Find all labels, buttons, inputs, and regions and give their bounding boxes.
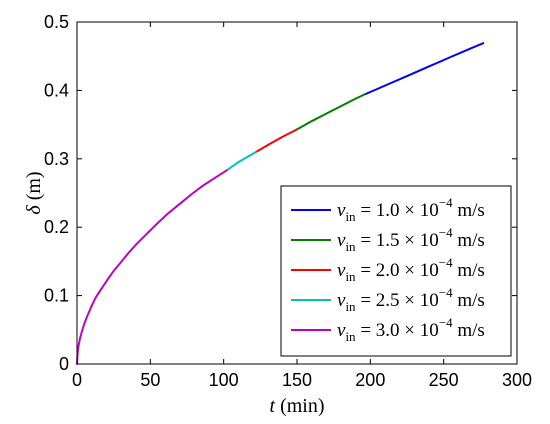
- legend-item-5: vin = 3.0 × 10−4 m/s: [291, 315, 485, 344]
- labels-layer: 0 50 100 150 200 250 300 0 0.1 0.2 0.3 0.4 0.5 t (min…: [23, 12, 532, 417]
- y-axis-label: δ (m): [23, 171, 45, 214]
- axes-layer: [76, 21, 518, 365]
- series-line-1: [363, 42, 485, 96]
- series-layer: [76, 42, 485, 365]
- legend-item-1: vin = 1.0 × 10−4 m/s: [291, 195, 485, 224]
- y-tick-label: 0.3: [44, 149, 69, 169]
- x-tick-label: 0: [72, 370, 82, 390]
- legend-label: vin = 1.0 × 10−4 m/s: [337, 195, 485, 224]
- series-line-5: [76, 169, 228, 365]
- legend-item-3: vin = 2.0 × 10−4 m/s: [291, 255, 485, 284]
- x-tick-label: 100: [209, 370, 239, 390]
- y-tick-label: 0.2: [44, 217, 69, 237]
- x-tick-label: 300: [502, 370, 532, 390]
- y-tick-label: 0.5: [44, 12, 69, 32]
- legend-item-4: vin = 2.5 × 10−4 m/s: [291, 285, 485, 314]
- y-tick-label: 0.4: [44, 80, 69, 100]
- series-line-2: [296, 93, 366, 131]
- legend-item-2: vin = 1.5 × 10−4 m/s: [291, 225, 485, 254]
- y-tick-label: 0.1: [44, 286, 69, 306]
- x-tick-label: 250: [429, 370, 459, 390]
- legend-label: vin = 2.0 × 10−4 m/s: [337, 255, 485, 284]
- x-tick-label: 50: [140, 370, 160, 390]
- series-line-4: [225, 150, 257, 172]
- legend-label: vin = 1.5 × 10−4 m/s: [337, 225, 485, 254]
- x-axis-label: t (min): [270, 395, 325, 417]
- legend-label: vin = 3.0 × 10−4 m/s: [337, 315, 485, 344]
- x-tick-label: 200: [355, 370, 385, 390]
- y-tick-label: 0: [59, 354, 69, 374]
- x-tick-label: 150: [282, 370, 312, 390]
- series-line-3: [254, 128, 298, 153]
- legend-label: vin = 2.5 × 10−4 m/s: [337, 285, 485, 314]
